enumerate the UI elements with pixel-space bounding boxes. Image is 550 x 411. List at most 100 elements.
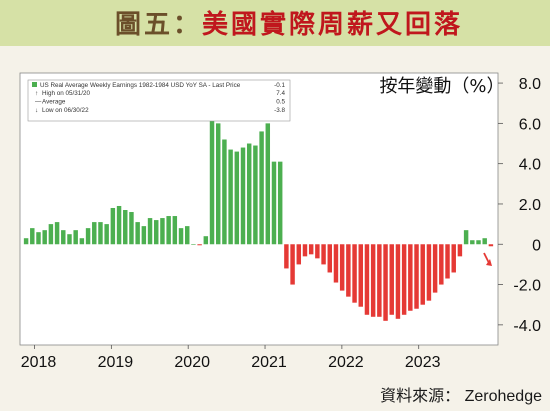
bar [222, 139, 227, 245]
x-tick-label: 2021 [251, 354, 287, 371]
bar [234, 151, 240, 245]
y-axis-label: 按年變動（%） [379, 76, 504, 97]
bar [110, 207, 116, 245]
bar [141, 226, 147, 245]
bar [73, 230, 78, 245]
bar [339, 244, 345, 291]
bar [191, 244, 196, 245]
legend-swatch [32, 82, 37, 87]
bar [352, 244, 357, 303]
legend-marker: ↑ [35, 90, 38, 97]
y-tick-label: 2.0 [519, 197, 541, 214]
bar [178, 228, 184, 245]
bar [445, 244, 450, 279]
x-tick-label: 2019 [98, 354, 134, 371]
bar [36, 232, 41, 245]
bar [370, 244, 376, 317]
bar [389, 244, 394, 315]
bar [482, 238, 487, 245]
source-note: 資料來源： Zerohedge [380, 388, 542, 405]
bar [116, 205, 122, 245]
y-tick-label: 4.0 [519, 157, 541, 174]
bar [290, 244, 295, 285]
bar [92, 222, 97, 245]
bar [277, 161, 283, 245]
bar [54, 222, 60, 245]
bar [383, 244, 388, 321]
legend: US Real Average Weekly Earnings 1982-198… [27, 79, 291, 122]
bar [315, 244, 320, 259]
title-colon: ： [173, 10, 203, 40]
bar [426, 244, 432, 301]
bar [265, 123, 271, 245]
bar [451, 244, 456, 273]
down-arrow-icon [483, 252, 492, 266]
bar [302, 244, 308, 257]
title-main: 美國實際周薪又回落 [202, 10, 464, 40]
bar [30, 228, 35, 245]
x-tick-label: 2020 [174, 354, 210, 371]
y-tick-label: 6.0 [519, 116, 541, 133]
bar [414, 244, 419, 309]
bar [23, 238, 29, 245]
legend-title-value: -0.1 [274, 82, 285, 89]
bar [364, 244, 370, 315]
legend-marker: ↓ [35, 107, 38, 114]
bar [321, 244, 326, 265]
bar [240, 147, 246, 245]
bar [296, 244, 302, 265]
bar [432, 244, 438, 293]
bar [172, 216, 178, 245]
bar [129, 212, 134, 245]
bar [420, 244, 425, 305]
y-tick-label: 8.0 [519, 76, 541, 93]
y-axis: -4.0 -2.0 0 2.0 4.0 6.0 8.0 [498, 76, 541, 335]
legend-entry-label: High on 05/31/20 [42, 90, 90, 97]
legend-entry-value: -3.8 [274, 107, 285, 114]
bar [358, 244, 363, 307]
legend-entry-value: 0.5 [276, 99, 285, 106]
bar [401, 244, 407, 315]
bar [203, 236, 209, 245]
y-tick-label: -4.0 [513, 318, 541, 335]
bar [253, 145, 258, 245]
bar [166, 216, 171, 245]
bar [209, 95, 215, 245]
legend-entry-label: Average [42, 99, 66, 106]
bar [259, 131, 264, 245]
legend-entry-label: Low on 06/30/22 [42, 107, 89, 114]
legend-entry-value: 7.4 [276, 90, 285, 97]
bar [79, 238, 85, 245]
bar [463, 230, 469, 245]
bar [123, 210, 128, 245]
bar [476, 240, 481, 245]
legend-box [27, 79, 291, 122]
bar [333, 244, 339, 283]
y-tick-label: -2.0 [513, 278, 541, 295]
bar [154, 220, 159, 245]
bar [395, 244, 401, 319]
bar [439, 244, 444, 285]
x-axis: 2018 2019 2020 2021 2022 2023 [21, 345, 441, 371]
bar [42, 230, 47, 245]
bar [98, 222, 103, 245]
bar [147, 218, 153, 245]
title-bar: 圖五：美國實際周薪又回落 [0, 0, 550, 46]
bar [308, 244, 314, 255]
bar [135, 222, 140, 245]
bars-group [23, 95, 494, 321]
bar [85, 228, 91, 245]
bar [246, 143, 252, 245]
bar [61, 230, 66, 245]
x-tick-label: 2023 [405, 354, 441, 371]
bar [197, 244, 202, 246]
legend-title: US Real Average Weekly Earnings 1982-198… [40, 82, 241, 89]
bar [377, 244, 382, 317]
bar [408, 244, 413, 311]
bar [104, 224, 109, 245]
bar [160, 218, 165, 245]
bar [48, 224, 54, 245]
figure-title: 圖五：美國實際周薪又回落 [115, 4, 463, 41]
bar [284, 244, 289, 269]
y-tick-label: 0 [532, 237, 541, 254]
